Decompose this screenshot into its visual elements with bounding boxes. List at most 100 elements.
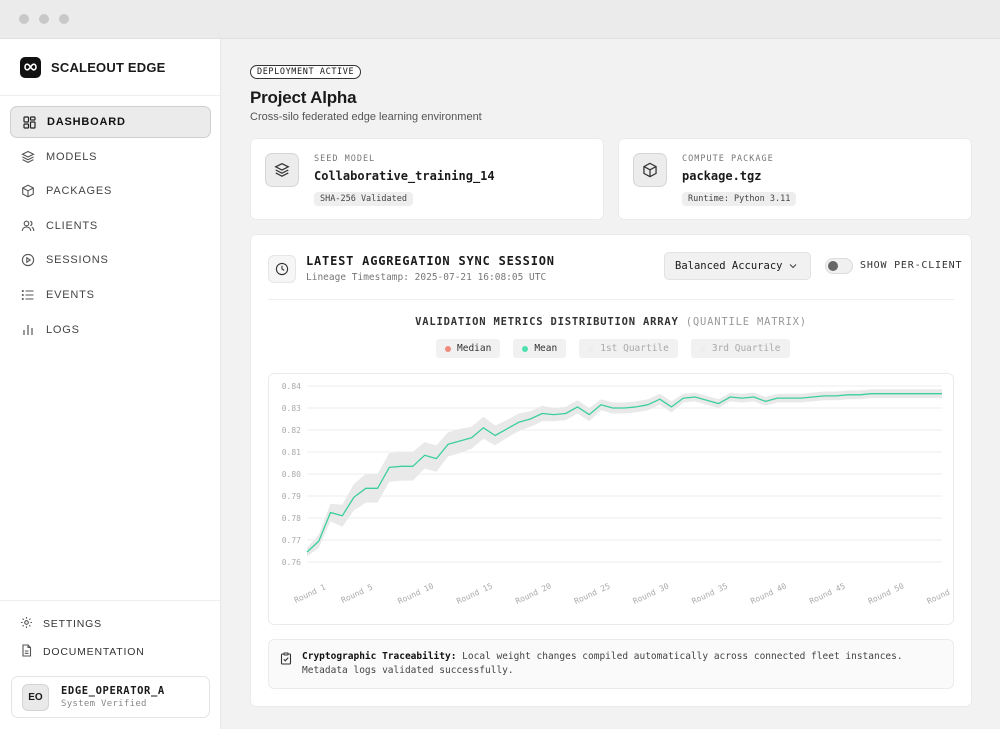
seed-model-hash-tag: SHA-256 Validated bbox=[314, 192, 413, 206]
window-close-dot[interactable] bbox=[19, 14, 29, 24]
x-tick-label: Round 40 bbox=[749, 581, 788, 606]
layers-icon bbox=[265, 153, 299, 187]
quartile-band bbox=[307, 389, 942, 557]
sidebar-item-models[interactable]: MODELS bbox=[10, 141, 211, 173]
sidebar-item-label: SESSIONS bbox=[46, 254, 109, 267]
play-circle-icon bbox=[21, 253, 35, 267]
y-tick-label: 0.76 bbox=[282, 558, 301, 567]
traceability-line2: Metadata logs validated successfully. bbox=[302, 664, 514, 676]
y-tick-label: 0.78 bbox=[282, 514, 301, 523]
per-client-toggle-label: SHOW PER-CLIENT bbox=[860, 260, 963, 271]
clipboard-check-icon bbox=[280, 652, 292, 670]
x-tick-label: Round 55 bbox=[926, 581, 953, 606]
chart-legend: Median Mean 1st Quartile 3rd Quartile bbox=[436, 339, 790, 358]
sidebar-item-events[interactable]: EVENTS bbox=[10, 279, 211, 311]
sidebar-item-label: LOGS bbox=[46, 323, 80, 336]
compute-package-card[interactable]: COMPUTE PACKAGE package.tgz Runtime: Pyt… bbox=[618, 138, 972, 220]
x-tick-label: Round 20 bbox=[514, 581, 553, 606]
y-tick-label: 0.80 bbox=[282, 470, 301, 479]
box-icon bbox=[21, 184, 35, 198]
session-timestamp: Lineage Timestamp: 2025-07-21 16:08:05 U… bbox=[306, 272, 547, 283]
title-bar bbox=[0, 0, 1000, 39]
sidebar-item-packages[interactable]: PACKAGES bbox=[10, 175, 211, 207]
x-tick-label: Round 10 bbox=[396, 581, 435, 606]
legend-dot bbox=[445, 345, 451, 352]
runtime-tag: Runtime: Python 3.11 bbox=[682, 192, 797, 206]
sidebar-item-logs[interactable]: LOGS bbox=[10, 314, 211, 346]
sidebar-item-clients[interactable]: CLIENTS bbox=[10, 210, 211, 242]
clock-icon bbox=[268, 255, 296, 283]
y-tick-label: 0.77 bbox=[282, 536, 301, 545]
sidebar-item-dashboard[interactable]: DASHBOARD bbox=[10, 106, 211, 138]
seed-model-card[interactable]: SEED MODEL Collaborative_training_14 SHA… bbox=[250, 138, 604, 220]
box-icon bbox=[633, 153, 667, 187]
user-status: System Verified bbox=[61, 699, 147, 709]
user-profile-card[interactable]: EO EDGE_OPERATOR_A System Verified bbox=[11, 676, 210, 718]
legend-item-median[interactable]: Median bbox=[436, 339, 501, 358]
users-icon bbox=[21, 219, 35, 233]
x-tick-label: Round 15 bbox=[455, 581, 494, 606]
legend-label: 3rd Quartile bbox=[711, 343, 781, 354]
divider bbox=[0, 95, 221, 96]
settings-link[interactable]: SETTINGS bbox=[20, 616, 102, 632]
seed-model-value: Collaborative_training_14 bbox=[314, 169, 495, 183]
sidebar-item-label: CLIENTS bbox=[46, 219, 99, 232]
avatar: EO bbox=[22, 683, 49, 711]
x-tick-label: Round 35 bbox=[690, 581, 729, 606]
chart-title: VALIDATION METRICS DISTRIBUTION ARRAY (Q… bbox=[251, 316, 971, 328]
session-title: LATEST AGGREGATION SYNC SESSION bbox=[306, 254, 555, 268]
seed-model-label: SEED MODEL bbox=[314, 154, 376, 164]
brand[interactable]: SCALEOUT EDGE bbox=[20, 56, 166, 78]
sidebar-item-label: PACKAGES bbox=[46, 185, 113, 198]
bar-chart-icon bbox=[21, 323, 35, 337]
list-icon bbox=[21, 288, 35, 302]
x-tick-label: Round 45 bbox=[808, 581, 847, 606]
infinity-logo-icon bbox=[20, 56, 41, 78]
legend-label: Median bbox=[457, 343, 492, 354]
traceability-line1: Local weight changes compiled automatica… bbox=[462, 651, 903, 662]
user-name: EDGE_OPERATOR_A bbox=[61, 685, 165, 697]
session-card: LATEST AGGREGATION SYNC SESSION Lineage … bbox=[250, 234, 972, 707]
legend-dot bbox=[522, 345, 529, 352]
traceability-heading: Cryptographic Traceability: bbox=[302, 651, 457, 662]
sidebar-item-label: MODELS bbox=[46, 150, 98, 163]
y-tick-label: 0.82 bbox=[282, 426, 301, 435]
page-title: Project Alpha bbox=[250, 88, 357, 107]
traceability-text: Cryptographic Traceability: Local weight… bbox=[302, 650, 942, 677]
sidebar-item-sessions[interactable]: SESSIONS bbox=[10, 244, 211, 276]
window-maximize-dot[interactable] bbox=[59, 14, 69, 24]
brand-name: SCALEOUT EDGE bbox=[51, 59, 166, 75]
chart-container: 0.76 0.77 0.78 0.79 0.80 0.81 0.82 0.83 0.84 Roun… bbox=[268, 373, 964, 625]
chevron-down-icon bbox=[789, 260, 797, 272]
page-subtitle: Cross-silo federated edge learning envir… bbox=[250, 111, 482, 123]
gear-icon bbox=[20, 616, 33, 632]
toggle-knob bbox=[828, 261, 838, 271]
documentation-label: DOCUMENTATION bbox=[43, 646, 145, 658]
x-tick-label: Round 1 bbox=[293, 582, 328, 604]
y-tick-label: 0.79 bbox=[282, 492, 301, 501]
chart-title-muted: (QUANTILE MATRIX) bbox=[685, 316, 807, 328]
grid-icon bbox=[22, 115, 36, 129]
mean-series-line bbox=[306, 393, 942, 553]
deployment-status-badge: DEPLOYMENT ACTIVE bbox=[250, 65, 362, 79]
legend-item-3rd-quartile[interactable]: 3rd Quartile bbox=[690, 339, 790, 358]
x-tick-label: Round 5 bbox=[340, 582, 375, 604]
legend-label: 1st Quartile bbox=[600, 343, 669, 354]
compute-package-value: package.tgz bbox=[682, 169, 762, 183]
x-tick-label: Round 30 bbox=[632, 581, 671, 606]
metric-select[interactable]: Balanced Accuracy bbox=[664, 252, 811, 280]
sidebar: SCALEOUT EDGE DASHBOARD MODELS PACKAGE bbox=[0, 39, 221, 729]
metric-select-value: Balanced Accuracy bbox=[675, 260, 783, 272]
per-client-toggle[interactable] bbox=[825, 258, 853, 274]
legend-item-1st-quartile[interactable]: 1st Quartile bbox=[579, 339, 678, 358]
sidebar-nav: DASHBOARD MODELS PACKAGES CLIENTS bbox=[10, 106, 211, 348]
document-icon bbox=[20, 644, 33, 660]
y-tick-label: 0.83 bbox=[282, 404, 301, 413]
documentation-link[interactable]: DOCUMENTATION bbox=[20, 644, 145, 660]
legend-item-mean[interactable]: Mean bbox=[513, 339, 567, 358]
x-tick-label: Round 50 bbox=[867, 581, 906, 606]
sidebar-item-label: DASHBOARD bbox=[47, 116, 126, 128]
y-tick-label: 0.84 bbox=[282, 382, 301, 391]
window-minimize-dot[interactable] bbox=[39, 14, 49, 24]
